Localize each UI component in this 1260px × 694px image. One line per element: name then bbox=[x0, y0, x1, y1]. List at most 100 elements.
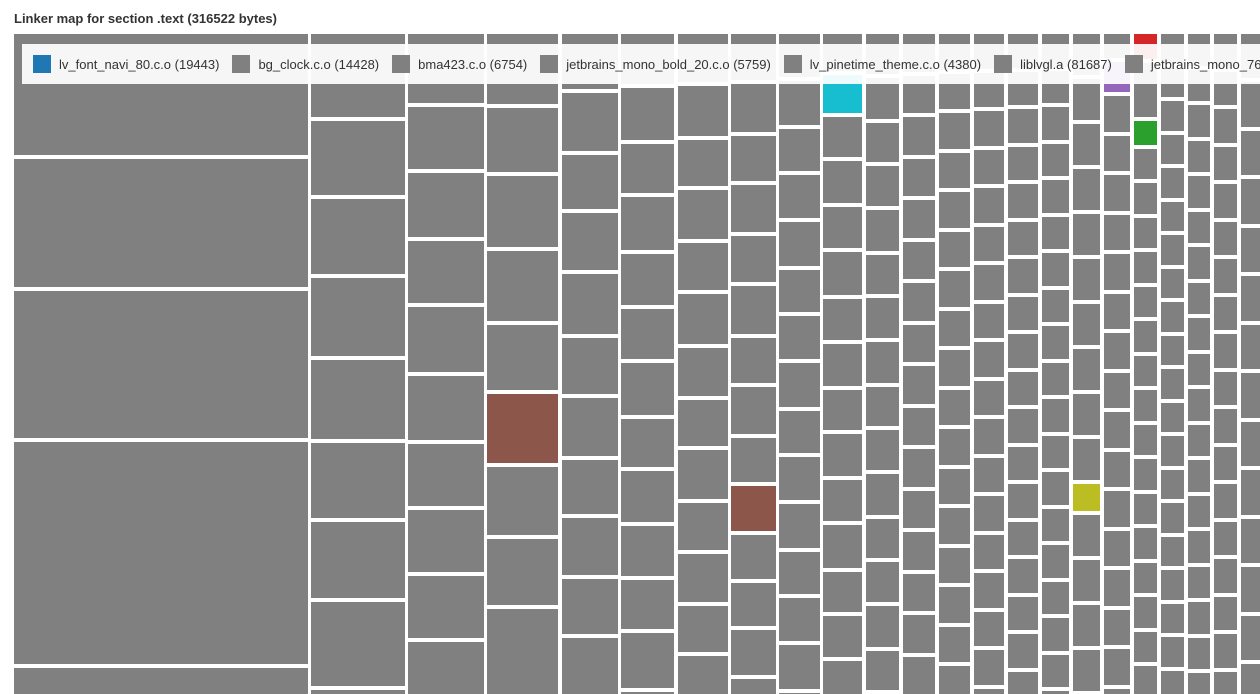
treemap-block[interactable] bbox=[1188, 354, 1210, 385]
treemap-block[interactable] bbox=[1134, 632, 1157, 662]
treemap-block[interactable] bbox=[1008, 484, 1038, 518]
treemap-block[interactable] bbox=[1241, 519, 1260, 563]
treemap-block[interactable] bbox=[866, 387, 899, 426]
treemap-block[interactable] bbox=[1161, 671, 1184, 694]
treemap-block[interactable] bbox=[903, 574, 935, 611]
treemap-block[interactable] bbox=[1008, 334, 1038, 368]
treemap-block[interactable] bbox=[1134, 287, 1157, 317]
treemap-block[interactable] bbox=[939, 113, 970, 149]
treemap-block[interactable] bbox=[866, 651, 899, 690]
treemap-block[interactable] bbox=[1214, 297, 1237, 330]
treemap-block[interactable] bbox=[1104, 136, 1130, 171]
treemap-block[interactable] bbox=[14, 668, 308, 694]
treemap-block[interactable] bbox=[866, 123, 899, 162]
treemap-block[interactable] bbox=[779, 129, 820, 171]
treemap-block[interactable] bbox=[621, 580, 674, 629]
treemap-block[interactable] bbox=[1214, 222, 1237, 255]
treemap-block[interactable] bbox=[1214, 597, 1237, 630]
treemap-block[interactable] bbox=[1104, 570, 1130, 606]
treemap-block[interactable] bbox=[1042, 326, 1069, 359]
treemap-block[interactable] bbox=[1161, 570, 1184, 600]
treemap-block[interactable] bbox=[1134, 356, 1157, 386]
treemap-block[interactable] bbox=[1161, 135, 1184, 164]
treemap-block[interactable] bbox=[1104, 452, 1130, 487]
treemap-block[interactable] bbox=[1214, 184, 1237, 218]
treemap-block[interactable] bbox=[1161, 369, 1184, 399]
treemap-block[interactable] bbox=[823, 207, 862, 248]
treemap-block[interactable] bbox=[562, 213, 618, 270]
treemap-block[interactable] bbox=[939, 508, 970, 544]
treemap-block[interactable] bbox=[562, 460, 618, 514]
treemap-block[interactable] bbox=[14, 159, 308, 287]
treemap-block[interactable] bbox=[621, 633, 674, 688]
treemap-block[interactable] bbox=[974, 612, 1004, 646]
treemap-block[interactable] bbox=[903, 615, 935, 653]
treemap-block[interactable] bbox=[678, 400, 728, 446]
treemap-block[interactable] bbox=[779, 175, 820, 218]
treemap-block[interactable] bbox=[1134, 597, 1157, 628]
treemap-block[interactable] bbox=[1241, 470, 1260, 515]
treemap-block[interactable] bbox=[1073, 515, 1100, 556]
treemap-block[interactable] bbox=[1161, 604, 1184, 633]
treemap-block[interactable] bbox=[1073, 439, 1100, 480]
treemap-block[interactable] bbox=[1241, 373, 1260, 418]
treemap-block[interactable] bbox=[1008, 634, 1038, 668]
treemap-block-highlight[interactable] bbox=[487, 394, 558, 463]
treemap-block[interactable] bbox=[866, 298, 899, 338]
treemap-block[interactable] bbox=[1073, 304, 1100, 345]
treemap-block[interactable] bbox=[14, 442, 308, 664]
treemap-block[interactable] bbox=[1042, 253, 1069, 286]
treemap-block[interactable] bbox=[1241, 567, 1260, 612]
treemap-block[interactable] bbox=[779, 363, 820, 407]
treemap-block[interactable] bbox=[1241, 228, 1260, 272]
treemap-block[interactable] bbox=[1161, 403, 1184, 432]
treemap-block[interactable] bbox=[1104, 294, 1130, 329]
treemap-block[interactable] bbox=[939, 548, 970, 583]
treemap-block[interactable] bbox=[823, 525, 862, 568]
treemap-block[interactable] bbox=[1042, 217, 1069, 249]
treemap-block[interactable] bbox=[1241, 82, 1260, 127]
treemap-block[interactable] bbox=[1104, 254, 1130, 290]
treemap-block[interactable] bbox=[974, 188, 1004, 223]
treemap-block[interactable] bbox=[1042, 618, 1069, 651]
treemap-block[interactable] bbox=[14, 291, 308, 438]
treemap-block[interactable] bbox=[866, 78, 899, 119]
treemap-block[interactable] bbox=[779, 270, 820, 312]
treemap-block[interactable] bbox=[1161, 168, 1184, 198]
treemap-block[interactable] bbox=[903, 117, 935, 155]
treemap-block[interactable] bbox=[866, 166, 899, 206]
treemap-block[interactable] bbox=[1104, 412, 1130, 448]
treemap-block[interactable] bbox=[1042, 436, 1069, 468]
treemap-block[interactable] bbox=[903, 657, 935, 694]
treemap-block[interactable] bbox=[1073, 79, 1100, 120]
treemap-block[interactable] bbox=[1161, 637, 1184, 667]
treemap-block[interactable] bbox=[678, 86, 728, 136]
treemap-block[interactable] bbox=[1134, 563, 1157, 593]
treemap-block[interactable] bbox=[939, 587, 970, 623]
treemap-block[interactable] bbox=[311, 602, 405, 686]
treemap-block[interactable] bbox=[621, 254, 674, 305]
treemap-block[interactable] bbox=[903, 200, 935, 238]
treemap-block[interactable] bbox=[408, 241, 484, 303]
treemap-block[interactable] bbox=[866, 255, 899, 294]
treemap-block[interactable] bbox=[1042, 399, 1069, 432]
treemap-block[interactable] bbox=[1008, 597, 1038, 630]
treemap-block[interactable] bbox=[678, 503, 728, 550]
treemap-block[interactable] bbox=[1134, 459, 1157, 490]
treemap-block[interactable] bbox=[974, 381, 1004, 415]
treemap-block[interactable] bbox=[562, 155, 618, 209]
treemap-block[interactable] bbox=[678, 243, 728, 290]
treemap-block[interactable] bbox=[311, 360, 405, 439]
treemap-block[interactable] bbox=[1042, 180, 1069, 213]
treemap-block[interactable] bbox=[974, 304, 1004, 338]
treemap-block[interactable] bbox=[866, 519, 899, 558]
treemap-block[interactable] bbox=[487, 108, 558, 172]
treemap-block[interactable] bbox=[1104, 531, 1130, 566]
treemap-block[interactable] bbox=[678, 140, 728, 186]
treemap-block[interactable] bbox=[974, 689, 1004, 694]
treemap-block[interactable] bbox=[1188, 531, 1210, 563]
treemap-block[interactable] bbox=[731, 338, 776, 383]
treemap-block[interactable] bbox=[1241, 276, 1260, 321]
treemap-block[interactable] bbox=[408, 444, 484, 506]
treemap-block[interactable] bbox=[779, 222, 820, 266]
